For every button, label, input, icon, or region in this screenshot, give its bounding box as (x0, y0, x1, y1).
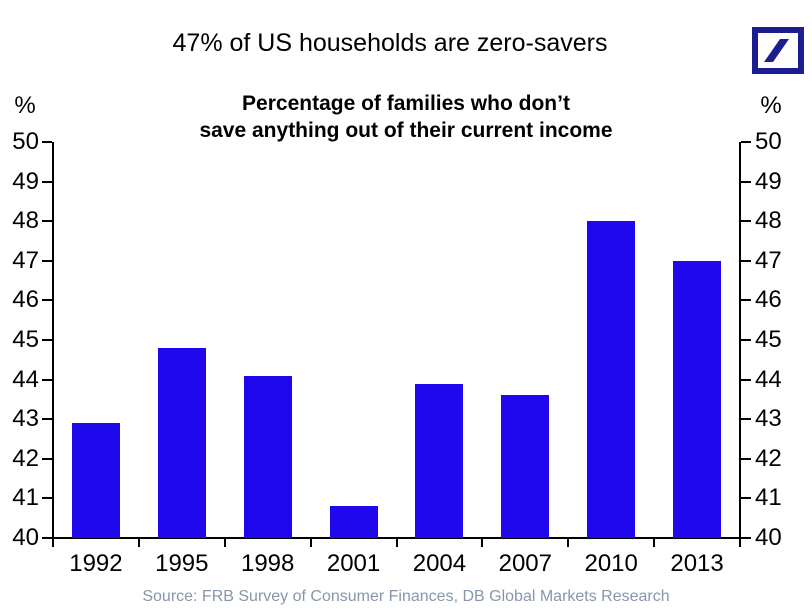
x-axis-label-2010: 2010 (584, 550, 638, 577)
bar-2004 (415, 383, 464, 538)
x-tick (481, 539, 484, 547)
chart-subtitle: Percentage of families who don’t save an… (0, 90, 812, 144)
y-tick-left (42, 378, 52, 381)
x-axis-label-2004: 2004 (412, 550, 467, 577)
y-axis-label-left-48: 48 (12, 207, 39, 235)
y-tick-left (42, 259, 52, 262)
bar-2001 (329, 506, 378, 538)
y-tick-left (42, 180, 52, 183)
x-axis-line (52, 537, 741, 539)
chart-subtitle-line1: Percentage of families who don’t (242, 92, 570, 115)
x-axis-label-1995: 1995 (155, 550, 209, 577)
bar-1998 (243, 375, 292, 538)
y-axis-label-left-40: 40 (12, 524, 39, 551)
y-axis-right-line (739, 142, 741, 546)
x-tick (137, 539, 140, 547)
y-axis-label-right-44: 44 (755, 365, 782, 393)
y-axis-label-right-45: 45 (755, 326, 782, 353)
y-tick-right (741, 457, 751, 460)
y-tick-left (42, 457, 52, 460)
bar-2013 (673, 260, 722, 538)
y-axis-label-right-42: 42 (755, 444, 782, 472)
y-tick-right (741, 497, 751, 500)
y-tick-right (741, 378, 751, 381)
y-axis-label-left-44: 44 (12, 365, 39, 393)
y-axis-unit-left: % (14, 92, 36, 119)
y-tick-right (741, 537, 751, 539)
x-tick (653, 539, 656, 547)
source-note: Source: FRB Survey of Consumer Finances,… (142, 588, 670, 605)
y-tick-right (741, 418, 751, 421)
x-tick (739, 539, 741, 547)
y-tick-right (741, 141, 751, 143)
y-axis-label-right-49: 49 (755, 167, 782, 195)
x-tick (223, 539, 226, 547)
x-axis-label-2001: 2001 (326, 550, 381, 577)
y-axis-label-left-50: 50 (12, 128, 39, 155)
x-axis-label-1992: 1992 (69, 550, 123, 577)
y-axis-label-left-49: 49 (12, 167, 39, 195)
bar-2007 (501, 395, 550, 538)
x-axis-label-2013: 2013 (670, 550, 724, 577)
y-tick-left (42, 141, 52, 143)
y-axis-label-right-40: 40 (755, 524, 782, 551)
y-axis-label-left-45: 45 (12, 326, 39, 353)
y-axis-label-right-48: 48 (755, 207, 782, 235)
y-axis-label-left-41: 41 (12, 484, 39, 512)
x-axis-label-2007: 2007 (498, 550, 552, 577)
y-axis-label-right-41: 41 (755, 484, 782, 512)
x-tick (309, 539, 312, 547)
y-tick-right (741, 180, 751, 183)
x-axis-label-1998: 1998 (240, 550, 295, 577)
bar-1995 (157, 347, 206, 538)
y-axis-label-right-47: 47 (755, 246, 782, 274)
y-tick-left (42, 497, 52, 500)
y-axis-label-right-50: 50 (755, 128, 782, 155)
page-title: 47% of US households are zero-savers (172, 29, 608, 57)
x-tick (395, 539, 398, 547)
y-axis-unit-right: % (760, 92, 782, 119)
y-tick-left (42, 418, 52, 421)
y-tick-right (741, 299, 751, 302)
y-tick-right (741, 220, 751, 223)
y-tick-left (42, 339, 52, 341)
y-axis-label-left-42: 42 (12, 444, 39, 472)
bar-1992 (71, 423, 120, 538)
y-tick-right (741, 339, 751, 341)
bar-2010 (587, 221, 636, 538)
y-axis-label-right-43: 43 (755, 405, 782, 433)
x-tick (52, 539, 54, 547)
y-axis-left-line (52, 142, 54, 546)
chart-subtitle-line2: save anything out of their current incom… (199, 119, 613, 142)
y-tick-left (42, 299, 52, 302)
y-tick-left (42, 220, 52, 223)
deutsche-bank-logo-icon (752, 27, 804, 74)
y-tick-right (741, 259, 751, 262)
x-tick (567, 539, 570, 547)
y-axis-label-left-46: 46 (12, 286, 39, 314)
y-axis-label-left-47: 47 (12, 246, 39, 274)
slash-in-square-icon (752, 27, 804, 74)
y-tick-left (42, 537, 52, 539)
y-axis-label-left-43: 43 (12, 405, 39, 433)
y-axis-label-right-46: 46 (755, 286, 782, 314)
